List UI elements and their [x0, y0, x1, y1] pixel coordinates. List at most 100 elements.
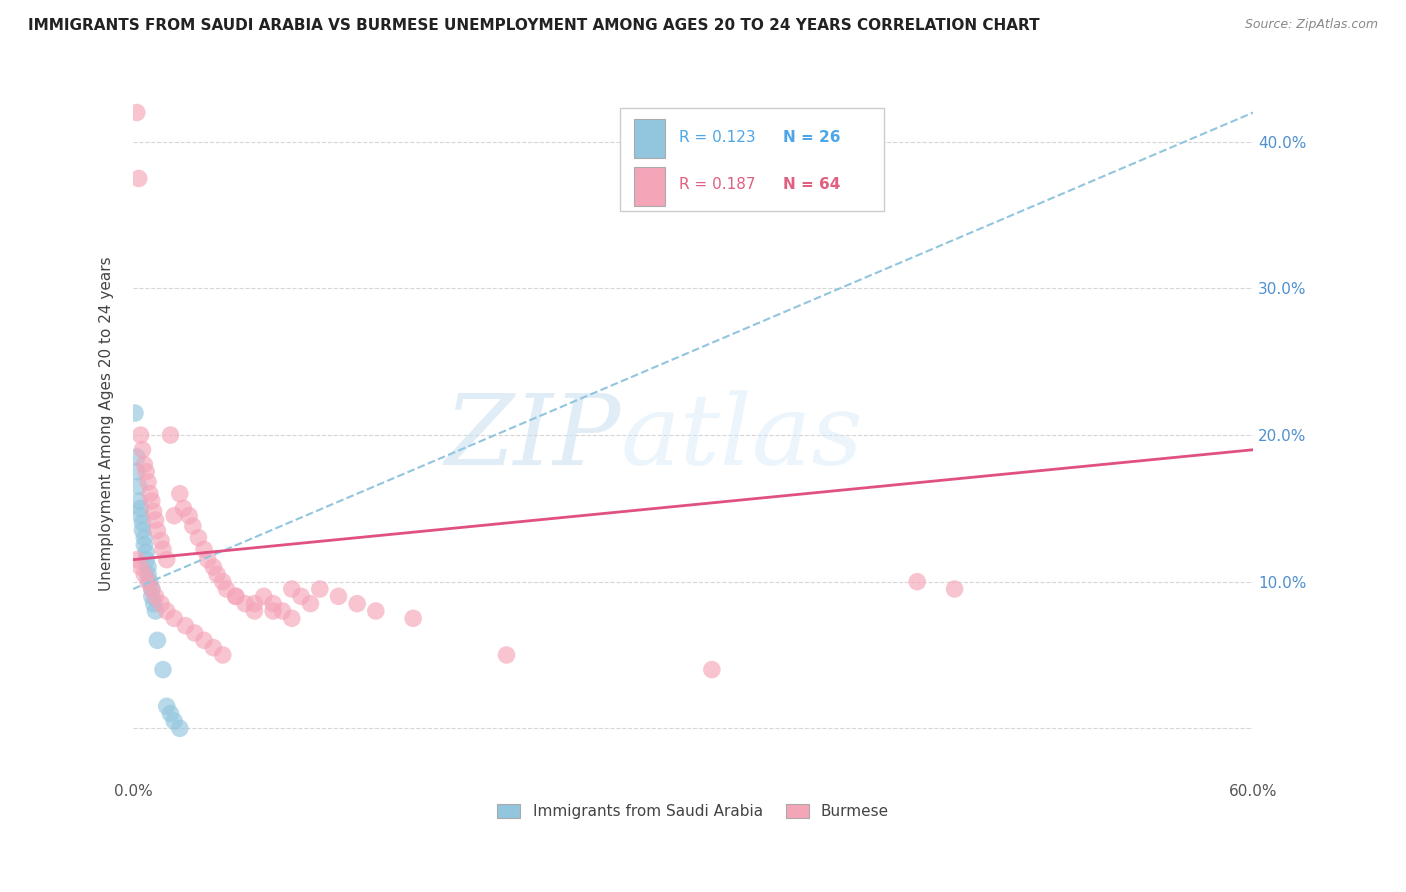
- Point: [253, 590, 276, 604]
- Text: R = 0.123: R = 0.123: [679, 129, 755, 145]
- Text: Source: ZipAtlas.com: Source: ZipAtlas.com: [1244, 18, 1378, 31]
- Point: [205, 567, 228, 582]
- Point: [243, 597, 266, 611]
- Text: N = 64: N = 64: [783, 177, 841, 192]
- Point: [125, 450, 148, 464]
- Point: [163, 611, 186, 625]
- Point: [163, 714, 186, 728]
- Point: [211, 648, 233, 662]
- Point: [142, 597, 165, 611]
- Y-axis label: Unemployment Among Ages 20 to 24 years: Unemployment Among Ages 20 to 24 years: [100, 257, 114, 591]
- Point: [943, 582, 966, 596]
- Point: [495, 648, 517, 662]
- Bar: [634, 167, 665, 206]
- Point: [290, 590, 312, 604]
- Point: [134, 531, 156, 545]
- Point: [202, 640, 225, 655]
- Text: N = 26: N = 26: [783, 129, 841, 145]
- Point: [174, 618, 197, 632]
- Point: [197, 552, 219, 566]
- Text: ZIP: ZIP: [444, 391, 620, 486]
- Point: [402, 611, 425, 625]
- Point: [156, 604, 179, 618]
- Point: [145, 604, 167, 618]
- Point: [262, 604, 284, 618]
- Point: [159, 706, 181, 721]
- Point: [243, 604, 266, 618]
- Point: [281, 582, 304, 596]
- Point: [163, 508, 186, 523]
- Point: [125, 105, 148, 120]
- Point: [136, 560, 159, 574]
- Point: [141, 494, 163, 508]
- Point: [152, 542, 174, 557]
- Point: [129, 501, 152, 516]
- Point: [131, 442, 153, 457]
- Point: [271, 604, 294, 618]
- Point: [134, 458, 156, 472]
- Point: [125, 465, 148, 479]
- Point: [215, 582, 238, 596]
- Point: [145, 590, 167, 604]
- Point: [211, 574, 233, 589]
- Point: [299, 597, 322, 611]
- Point: [364, 604, 387, 618]
- Text: R = 0.187: R = 0.187: [679, 177, 755, 192]
- Point: [129, 428, 152, 442]
- Point: [169, 721, 191, 735]
- Point: [131, 516, 153, 530]
- Point: [135, 552, 157, 566]
- Point: [146, 633, 169, 648]
- Point: [225, 590, 247, 604]
- Point: [135, 545, 157, 559]
- Point: [134, 538, 156, 552]
- Point: [262, 597, 284, 611]
- Point: [125, 552, 148, 566]
- Point: [202, 560, 225, 574]
- Point: [179, 508, 201, 523]
- Point: [128, 171, 150, 186]
- Point: [183, 626, 205, 640]
- Point: [134, 567, 156, 582]
- Point: [193, 542, 215, 557]
- Point: [128, 479, 150, 493]
- Point: [141, 582, 163, 596]
- Point: [346, 597, 368, 611]
- Point: [128, 494, 150, 508]
- Legend: Immigrants from Saudi Arabia, Burmese: Immigrants from Saudi Arabia, Burmese: [491, 798, 896, 825]
- Point: [281, 611, 304, 625]
- Point: [169, 486, 191, 500]
- Point: [131, 524, 153, 538]
- Point: [233, 597, 256, 611]
- Text: IMMIGRANTS FROM SAUDI ARABIA VS BURMESE UNEMPLOYMENT AMONG AGES 20 TO 24 YEARS C: IMMIGRANTS FROM SAUDI ARABIA VS BURMESE …: [28, 18, 1040, 33]
- Point: [146, 524, 169, 538]
- Point: [328, 590, 350, 604]
- Point: [308, 582, 330, 596]
- Point: [145, 513, 167, 527]
- FancyBboxPatch shape: [620, 108, 883, 211]
- Point: [187, 531, 209, 545]
- Point: [181, 519, 204, 533]
- Point: [139, 486, 162, 500]
- Bar: [634, 120, 665, 159]
- Point: [136, 574, 159, 589]
- Point: [139, 574, 162, 589]
- Point: [124, 406, 146, 420]
- Point: [136, 475, 159, 489]
- Point: [193, 633, 215, 648]
- Point: [173, 501, 195, 516]
- Point: [136, 567, 159, 582]
- Point: [129, 560, 152, 574]
- Point: [141, 582, 163, 596]
- Point: [152, 663, 174, 677]
- Point: [150, 533, 173, 548]
- Point: [700, 663, 723, 677]
- Point: [225, 590, 247, 604]
- Point: [141, 590, 163, 604]
- Point: [142, 504, 165, 518]
- Point: [159, 428, 181, 442]
- Point: [150, 597, 173, 611]
- Point: [905, 574, 928, 589]
- Text: atlas: atlas: [620, 391, 863, 486]
- Point: [129, 508, 152, 523]
